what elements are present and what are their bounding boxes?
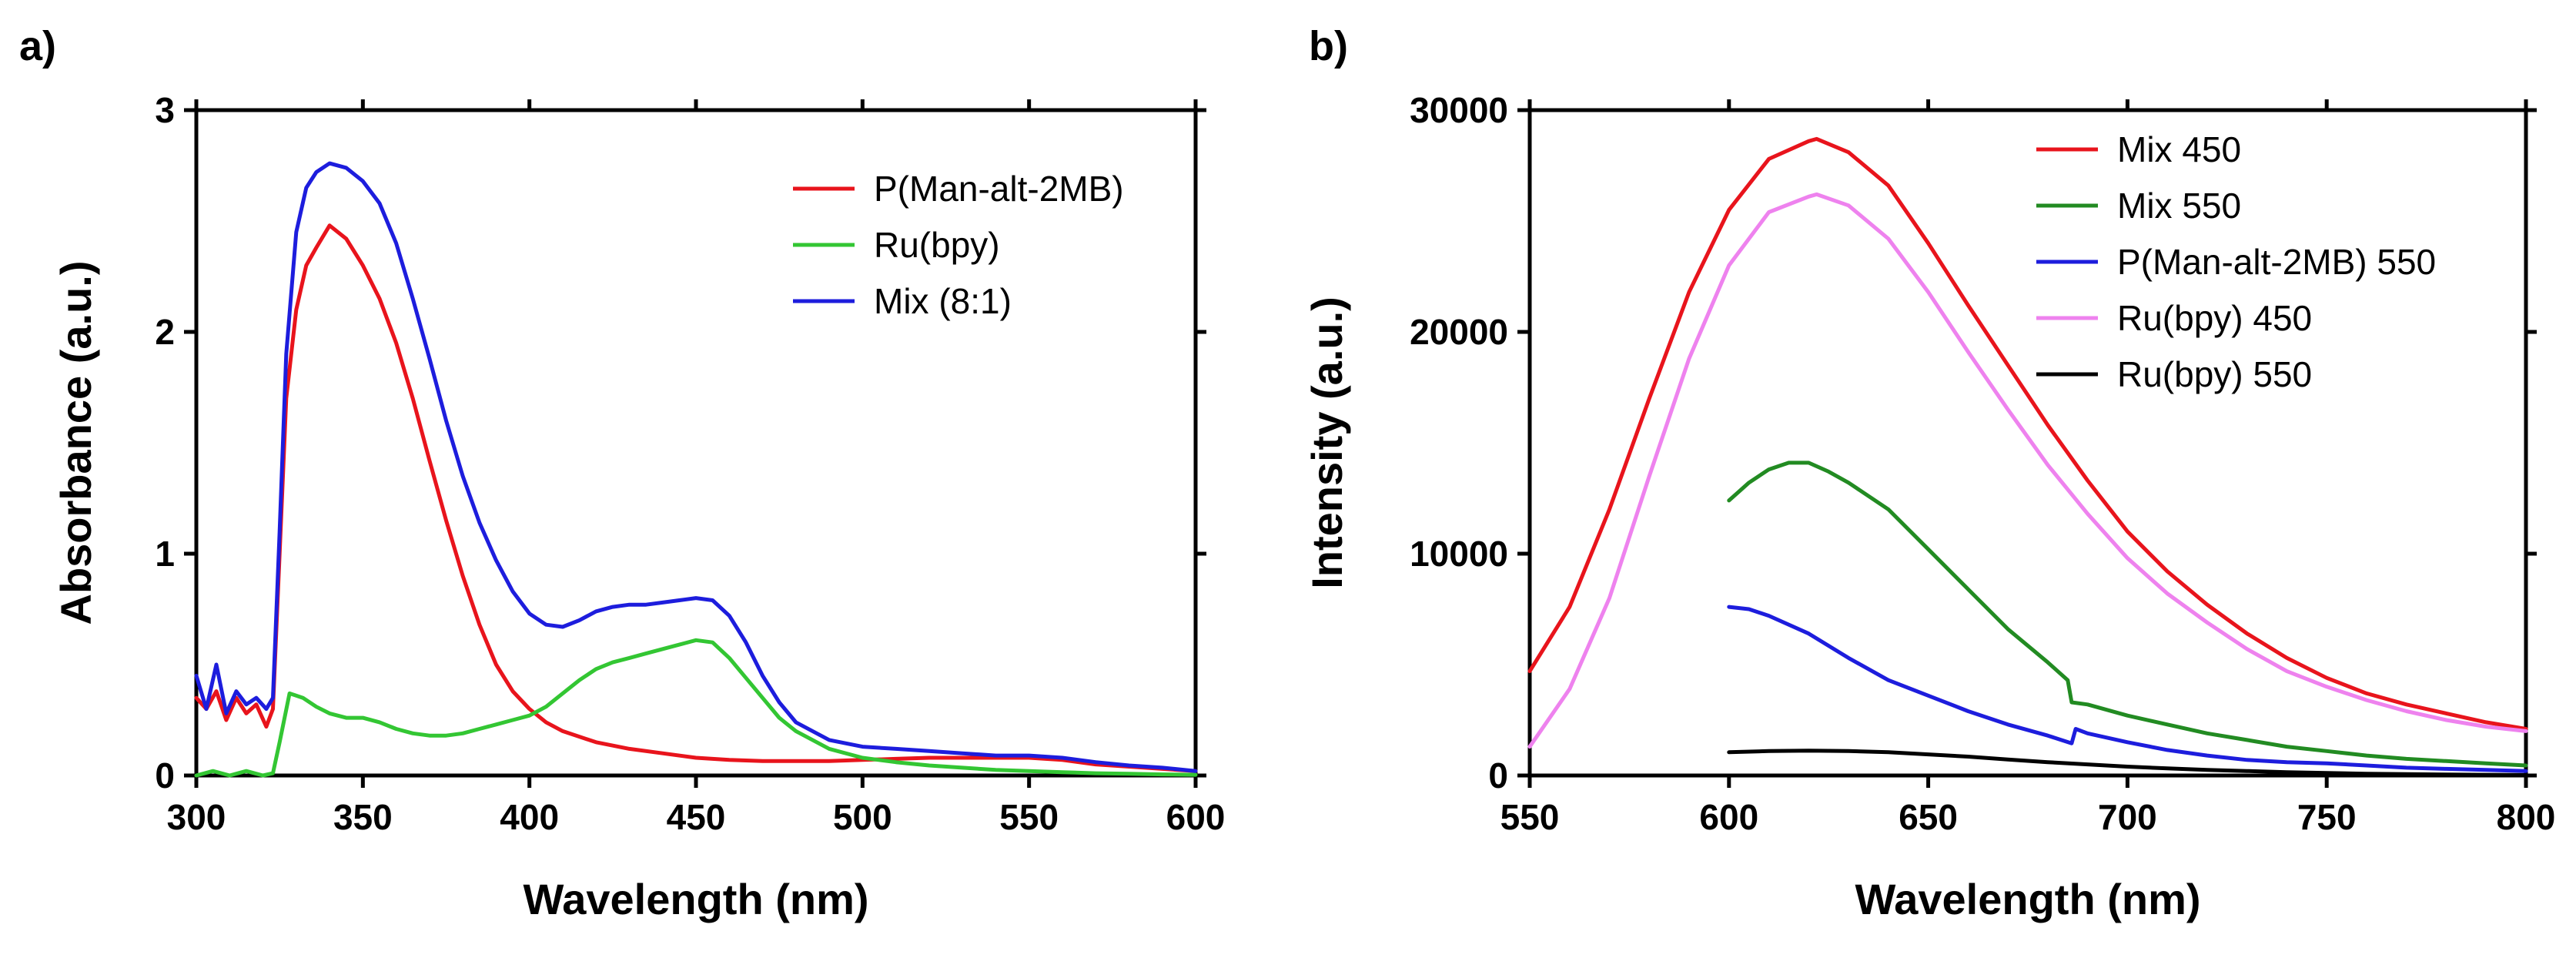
x-tick-label: 550 <box>999 797 1059 837</box>
y-tick-label: 20000 <box>1410 312 1508 352</box>
series-line-4 <box>1727 749 2528 777</box>
y-tick-label: 30000 <box>1410 90 1508 130</box>
legend-label: Ru(bpy) <box>874 225 1000 265</box>
panel-b-emission-chart: b) 550 600 650 700 750 800 0 10000 20000 30000 Wav… <box>1303 23 2555 923</box>
legend-label: P(Man-alt-2MB) 550 <box>2117 242 2436 282</box>
legend-label: Ru(bpy) 550 <box>2117 354 2312 394</box>
x-tick-label: 650 <box>1899 797 1958 837</box>
legend-label: Mix 450 <box>2117 129 2241 169</box>
panel-a-absorbance-chart: a) 300 350 400 450 500 550 600 0 1 2 3 Wavelength (… <box>19 23 1225 923</box>
x-tick-label: 600 <box>1699 797 1758 837</box>
y-tick-label: 1 <box>155 534 175 574</box>
x-tick-label: 350 <box>333 797 393 837</box>
series-line-0 <box>1527 136 2528 731</box>
x-axis-title: Wavelength (nm) <box>523 875 868 923</box>
y-axis-title: Absorbance (a.u.) <box>52 261 100 625</box>
plot-frame <box>1527 108 2528 778</box>
legend-label: P(Man-alt-2MB) <box>874 169 1124 209</box>
x-tick-label: 550 <box>1500 797 1560 837</box>
plot-frame <box>194 108 1198 778</box>
y-tick-label: 0 <box>155 755 175 796</box>
series-line-2 <box>194 161 1198 773</box>
legend-label: Ru(bpy) 450 <box>2117 298 2312 338</box>
legend-label: Mix (8:1) <box>874 281 1012 321</box>
x-tick-label: 450 <box>667 797 726 837</box>
panel-label-a: a) <box>19 23 56 69</box>
y-tick-label: 2 <box>155 312 175 352</box>
x-tick-label: 500 <box>833 797 892 837</box>
y-axis-title: Intensity (a.u.) <box>1303 296 1351 589</box>
series-line-0 <box>194 223 1198 773</box>
series-line-1 <box>194 638 1198 778</box>
x-axis-title: Wavelength (nm) <box>1855 875 2200 923</box>
x-tick-label: 700 <box>2098 797 2157 837</box>
legend: Mix 450 Mix 550 P(Man-alt-2MB) 550 Ru(bpy) … <box>2036 129 2436 394</box>
x-tick-label: 800 <box>2497 797 2556 837</box>
y-tick-label: 3 <box>155 90 175 130</box>
x-tick-label: 300 <box>167 797 226 837</box>
y-tick-label: 10000 <box>1410 534 1508 574</box>
x-tick-label: 750 <box>2297 797 2357 837</box>
series-line-1 <box>1727 461 2528 768</box>
series-line-2 <box>1727 605 2528 773</box>
panel-label-b: b) <box>1309 23 1348 69</box>
series-line-3 <box>1527 192 2528 749</box>
legend: P(Man-alt-2MB) Ru(bpy) Mix (8:1) <box>793 169 1124 321</box>
x-tick-label: 400 <box>500 797 559 837</box>
legend-label: Mix 550 <box>2117 186 2241 226</box>
x-tick-label: 600 <box>1166 797 1226 837</box>
y-tick-label: 0 <box>1488 755 1508 796</box>
